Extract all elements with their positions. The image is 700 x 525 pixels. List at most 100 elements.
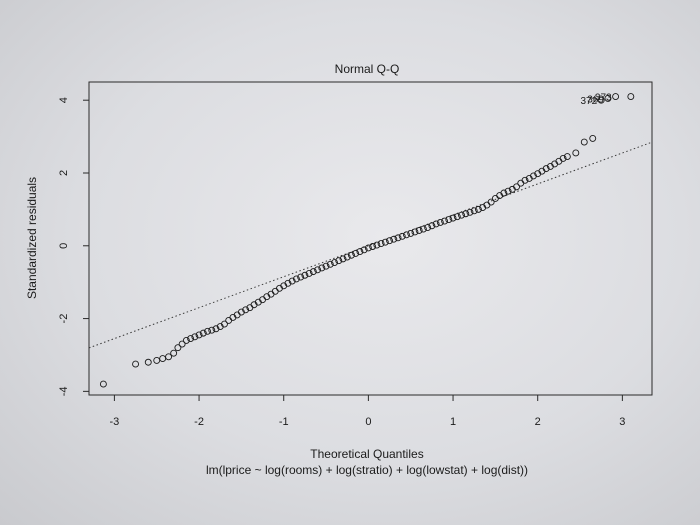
- data-point: [288, 277, 296, 285]
- data-point: [195, 331, 203, 339]
- data-point: [470, 207, 478, 215]
- data-point: [314, 266, 322, 274]
- y-tick-label: -4: [58, 386, 70, 396]
- data-point: [504, 187, 512, 195]
- data-point: [428, 222, 436, 230]
- data-point: [364, 244, 372, 252]
- data-point: [331, 259, 338, 266]
- data-point: [604, 94, 612, 102]
- data-point: [322, 262, 330, 270]
- data-point: [462, 210, 470, 218]
- data-point: [415, 227, 423, 234]
- x-tick-label: 0: [365, 416, 371, 428]
- plot-frame: [88, 81, 653, 396]
- data-point: [153, 356, 161, 364]
- data-point: [530, 172, 537, 180]
- data-point: [436, 219, 444, 226]
- data-point: [398, 232, 406, 240]
- data-point: [449, 214, 457, 222]
- data-point: [352, 249, 360, 257]
- data-point: [580, 138, 588, 146]
- data-point: [165, 353, 173, 361]
- data-point: [348, 251, 355, 259]
- data-point: [491, 195, 499, 202]
- data-point: [542, 165, 550, 173]
- x-tick-label: 1: [450, 416, 456, 428]
- data-point: [441, 217, 449, 225]
- data-point: [132, 360, 140, 368]
- data-point: [458, 211, 465, 219]
- data-point: [356, 248, 364, 256]
- chart-title: Normal Q-Q: [335, 62, 400, 76]
- data-point: [221, 320, 228, 328]
- data-point: [178, 340, 186, 348]
- outlier-label: 373: [595, 93, 612, 104]
- data-point: [187, 335, 195, 343]
- outlier-label: 372: [581, 96, 598, 107]
- data-point: [174, 344, 182, 352]
- data-point: [339, 255, 347, 263]
- data-point: [373, 241, 381, 249]
- x-tick-label: -3: [110, 416, 120, 428]
- x-tick-label: -1: [279, 416, 289, 428]
- data-point: [204, 327, 211, 335]
- x-tick-label: 2: [535, 416, 541, 428]
- data-point: [517, 179, 525, 187]
- data-point: [597, 96, 605, 104]
- chart-caption: lm(lprice ~ log(rooms) + log(stratio) + …: [206, 463, 528, 477]
- data-point: [411, 228, 419, 236]
- data-point: [292, 275, 300, 283]
- data-point: [309, 268, 317, 276]
- data-point: [343, 253, 351, 261]
- data-point: [360, 246, 368, 254]
- data-point: [369, 243, 377, 250]
- data-point: [170, 349, 178, 357]
- data-point: [335, 257, 343, 265]
- data-point: [419, 225, 427, 233]
- data-point: [474, 205, 482, 213]
- data-point: [407, 229, 415, 237]
- data-point: [589, 134, 597, 142]
- data-point: [144, 358, 152, 366]
- data-point: [225, 316, 233, 324]
- data-point: [466, 208, 474, 216]
- data-point: [99, 380, 107, 388]
- x-tick-label: -2: [194, 416, 204, 428]
- data-point: [445, 216, 453, 224]
- outlier-label: 369: [587, 94, 604, 105]
- y-tick-label: 0: [58, 243, 70, 249]
- data-point: [305, 269, 313, 277]
- data-point: [432, 220, 440, 228]
- data-point: [612, 93, 620, 101]
- data-point: [237, 308, 245, 316]
- data-point: [326, 260, 334, 268]
- x-axis-label: Theoretical Quantiles: [310, 447, 423, 461]
- data-point: [487, 198, 495, 206]
- data-point: [390, 235, 398, 243]
- data-point: [572, 149, 580, 157]
- data-point: [500, 189, 508, 197]
- data-point: [191, 333, 199, 341]
- data-point: [521, 176, 529, 184]
- data-point: [513, 183, 520, 191]
- x-tick-label: 3: [619, 416, 625, 428]
- data-point: [403, 231, 410, 239]
- axes: -3 -2 -1 0 1 2 3 -4 -2 0 2 4: [58, 97, 625, 428]
- data-point: [386, 237, 393, 245]
- data-point: [297, 273, 305, 281]
- y-axis-label: Standardized residuals: [25, 177, 39, 299]
- data-point: [453, 213, 461, 221]
- data-point: [212, 325, 220, 333]
- y-tick-label: -2: [58, 314, 70, 324]
- data-point: [199, 329, 207, 337]
- data-point: [381, 238, 389, 246]
- data-point: [627, 93, 635, 101]
- data-point: [318, 264, 326, 272]
- data-point: [424, 224, 432, 232]
- data-point: [242, 306, 250, 314]
- data-point: [301, 271, 309, 279]
- data-point: [271, 287, 279, 295]
- data-point: [182, 336, 190, 344]
